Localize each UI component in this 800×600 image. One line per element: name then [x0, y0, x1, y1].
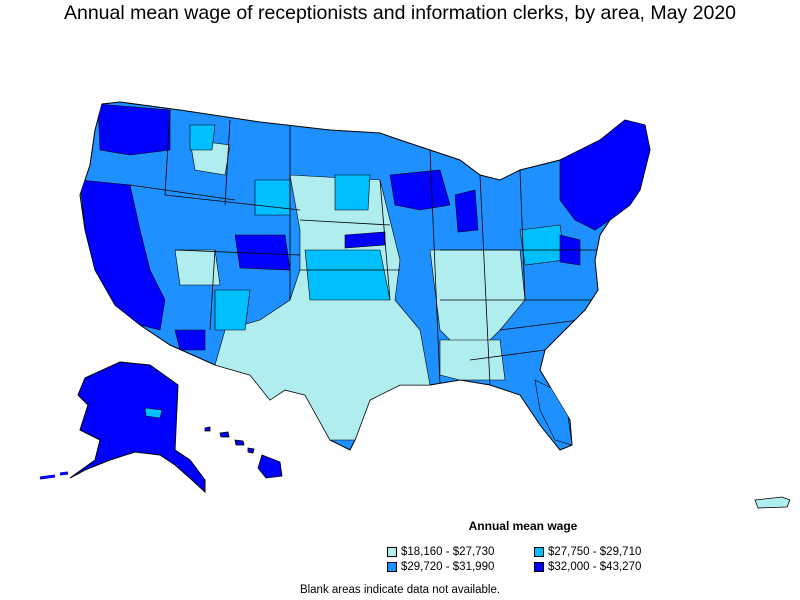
legend-label-2: $27,750 - $29,710 — [548, 546, 642, 558]
state-lines — [129, 109, 600, 386]
alaska-mainland — [69, 361, 206, 494]
legend-swatch-4 — [534, 562, 544, 572]
puerto-rico — [754, 496, 791, 509]
aleutian-islands — [39, 471, 69, 480]
map-title: Annual mean wage of receptionists and in… — [63, 2, 737, 24]
legend-swatch-2 — [534, 547, 544, 557]
legend-item-4: $32,000 - $43,270 — [534, 561, 641, 573]
legend-label-1: $18,160 - $27,730 — [401, 546, 495, 558]
legend-item-3: $29,720 - $31,990 — [387, 561, 494, 573]
region-high — [80, 103, 650, 351]
legend-item-2: $27,750 - $29,710 — [534, 546, 641, 558]
legend-label-4: $32,000 - $43,270 — [548, 561, 642, 573]
alaska-region-light — [144, 407, 163, 419]
legend-swatch-3 — [387, 562, 397, 572]
legend-title: Annual mean wage — [468, 519, 578, 533]
legend-swatch-1 — [387, 547, 397, 557]
hawaii — [204, 426, 283, 479]
legend-item-1: $18,160 - $27,730 — [387, 546, 494, 558]
alaska — [39, 361, 206, 494]
footnote: Blank areas indicate data not available. — [299, 584, 501, 596]
legend-label-3: $29,720 - $31,990 — [401, 561, 495, 573]
conterminous-us — [79, 101, 651, 451]
